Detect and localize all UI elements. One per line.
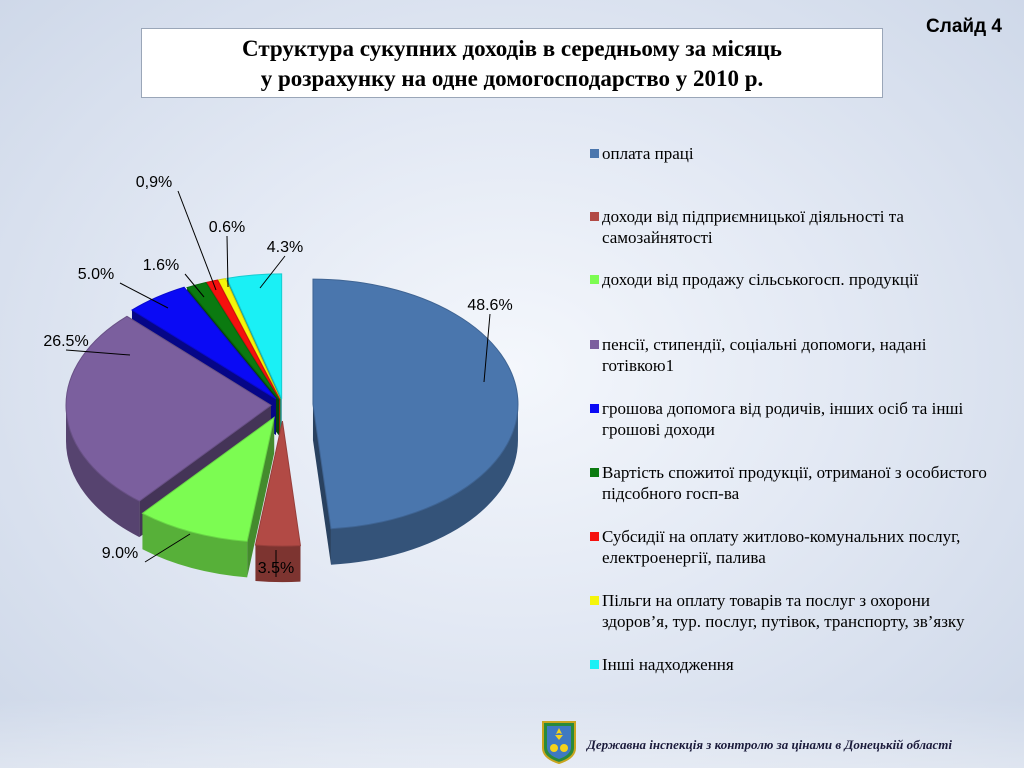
slide-number: Слайд 4 [926, 16, 1002, 37]
data-label-2: 3.5% [258, 560, 294, 577]
legend-label: Пільги на оплату товарів та послуг з охо… [602, 591, 965, 631]
pie-slice-3 [141, 416, 275, 578]
legend-swatch [590, 404, 599, 413]
legend-label: оплата праці [602, 144, 694, 163]
legend-item-2: доходи від підприємницької діяльності та… [590, 206, 1000, 248]
legend-item-8: Пільги на оплату товарів та послуг з охо… [590, 590, 1000, 632]
slide-title: Структура сукупних доходів в середньому … [141, 28, 883, 98]
legend-item-7: Субсидії на оплату житлово-комунальних п… [590, 526, 1000, 568]
title-line-2: у розрахунку на одне домогосподарство у … [260, 66, 764, 91]
title-line-1: Структура сукупних доходів в середньому … [242, 36, 782, 61]
data-label-7: 0,9% [136, 174, 172, 191]
data-label-5: 5.0% [78, 266, 114, 283]
legend-item-4: пенсії, стипендії, соціальні допомоги, н… [590, 334, 1000, 376]
legend-swatch [590, 660, 599, 669]
legend-swatch [590, 532, 599, 541]
pie-slice-1 [312, 278, 519, 565]
leader-line-7 [177, 190, 217, 291]
legend-item-6: Вартість спожитої продукції, отриманої з… [590, 462, 1000, 504]
footer-organization: Державна інспекція з контролю за цінами … [587, 737, 952, 752]
legend-swatch [590, 468, 599, 477]
leader-line-9 [259, 255, 286, 289]
pie-slice-2 [254, 421, 302, 583]
legend-swatch [590, 340, 599, 349]
legend-swatch [590, 275, 599, 284]
legend-item-1: оплата праці [590, 143, 1000, 164]
data-label-1: 48.6% [467, 297, 512, 314]
legend-label: пенсії, стипендії, соціальні допомоги, н… [602, 335, 927, 375]
leader-line-1 [483, 313, 491, 383]
pie-chart: 48.6% 3.5% 9.0% 26.5% 5.0% 1.6% 0,9% 0.6% 4.3% [43, 174, 519, 583]
leader-line-8 [226, 235, 229, 288]
legend-label: грошова допомога від родичів, інших осіб… [602, 399, 964, 439]
data-label-9: 4.3% [267, 239, 303, 256]
leader-line-5 [119, 282, 169, 309]
data-label-8: 0.6% [209, 219, 245, 236]
bottom-wave-decoration [0, 698, 1024, 768]
data-label-3: 9.0% [102, 545, 138, 562]
legend-label: доходи від продажу сільськогосп. продукц… [602, 270, 919, 289]
legend-label: Інші надходження [602, 655, 734, 674]
legend-item-9: Інші надходження [590, 654, 1000, 675]
leader-line-3 [144, 533, 191, 563]
data-label-4: 26.5% [43, 333, 88, 350]
leader-line-6 [184, 273, 205, 298]
legend-swatch [590, 596, 599, 605]
legend-label: доходи від підприємницької діяльності та… [602, 207, 904, 247]
legend-swatch [590, 149, 599, 158]
legend-item-5: грошова допомога від родичів, інших осіб… [590, 398, 1000, 440]
legend-swatch [590, 212, 599, 221]
leader-line-4 [65, 349, 131, 356]
legend-item-3: доходи від продажу сільськогосп. продукц… [590, 269, 1000, 290]
legend-label: Вартість спожитої продукції, отриманої з… [602, 463, 987, 503]
data-label-6: 1.6% [143, 257, 179, 274]
inspection-emblem-icon [542, 721, 576, 764]
legend-label: Субсидії на оплату житлово-комунальних п… [602, 527, 961, 567]
